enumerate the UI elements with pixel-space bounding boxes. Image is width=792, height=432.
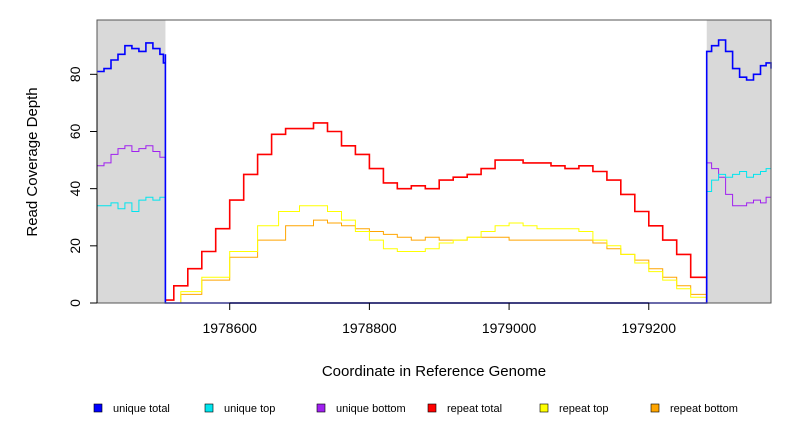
legend-swatch — [427, 403, 437, 413]
y-axis-title: Read Coverage Depth — [24, 87, 41, 236]
y-tick-label: 20 — [67, 238, 83, 254]
legend-swatch — [93, 403, 103, 413]
x-axis-title: Coordinate in Reference Genome — [322, 363, 546, 380]
y-tick-label: 60 — [67, 123, 83, 139]
shaded-region — [706, 20, 771, 303]
x-tick-label: 1979200 — [622, 320, 677, 336]
shaded-regions — [97, 20, 771, 303]
x-tick-label: 1979000 — [482, 320, 537, 336]
axes: 1978600 1978800 1979000 1979200 0 20 40 60 80 — [67, 66, 676, 336]
y-tick-label: 40 — [67, 181, 83, 197]
legend-label: unique top — [224, 403, 275, 415]
y-tick-label: 0 — [67, 299, 83, 307]
legend-swatch — [650, 403, 660, 413]
plot-frame — [96, 19, 772, 304]
legend: unique total unique top unique bottom repea… — [93, 403, 738, 415]
legend-label: repeat top — [559, 403, 609, 415]
series-lines — [97, 39, 772, 304]
legend-swatch — [204, 403, 214, 413]
legend-label: unique bottom — [336, 403, 406, 415]
legend-swatch — [539, 403, 549, 413]
legend-swatch — [316, 403, 326, 413]
series-line-unique-total — [97, 39, 772, 304]
legend-label: repeat bottom — [670, 403, 738, 415]
series-line-unique-bottom — [97, 145, 772, 304]
legend-label: unique total — [113, 403, 170, 415]
shaded-region — [97, 20, 166, 303]
series-line-repeat-bottom — [97, 219, 771, 304]
y-tick-label: 80 — [67, 66, 83, 82]
series-line-repeat-top — [165, 205, 708, 304]
series-line-repeat-total — [165, 122, 708, 303]
x-tick-label: 1978600 — [202, 320, 257, 336]
legend-label: repeat total — [447, 403, 502, 415]
x-tick-label: 1978800 — [342, 320, 397, 336]
